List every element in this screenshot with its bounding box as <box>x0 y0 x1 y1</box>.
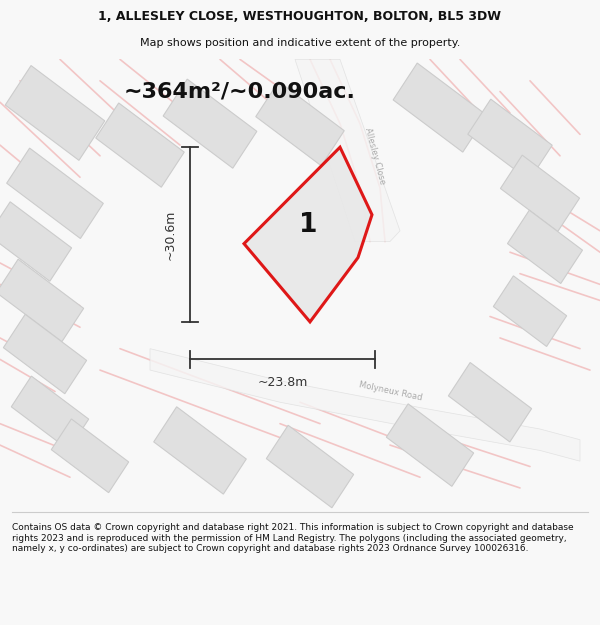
Polygon shape <box>163 79 257 168</box>
Polygon shape <box>0 202 71 281</box>
Polygon shape <box>386 404 473 486</box>
Text: 1: 1 <box>299 213 317 239</box>
Polygon shape <box>393 63 487 152</box>
Polygon shape <box>295 59 400 241</box>
Polygon shape <box>4 314 86 394</box>
Text: Map shows position and indicative extent of the property.: Map shows position and indicative extent… <box>140 38 460 48</box>
Text: Contains OS data © Crown copyright and database right 2021. This information is : Contains OS data © Crown copyright and d… <box>12 523 574 553</box>
Polygon shape <box>448 362 532 442</box>
Text: ~364m²/~0.090ac.: ~364m²/~0.090ac. <box>124 81 356 101</box>
Text: ~23.8m: ~23.8m <box>257 376 308 389</box>
Polygon shape <box>508 210 583 284</box>
Polygon shape <box>11 376 89 450</box>
Text: Allesley Close: Allesley Close <box>363 126 387 185</box>
Text: 1, ALLESLEY CLOSE, WESTHOUGHTON, BOLTON, BL5 3DW: 1, ALLESLEY CLOSE, WESTHOUGHTON, BOLTON,… <box>98 10 502 23</box>
Polygon shape <box>493 276 566 346</box>
Polygon shape <box>7 148 103 239</box>
Polygon shape <box>256 81 344 166</box>
Polygon shape <box>0 259 83 342</box>
Text: ~30.6m: ~30.6m <box>163 209 176 260</box>
Polygon shape <box>96 103 184 188</box>
Text: Molyneux Road: Molyneux Road <box>358 381 422 402</box>
Polygon shape <box>468 99 552 181</box>
Polygon shape <box>154 407 246 494</box>
Polygon shape <box>5 66 105 161</box>
Polygon shape <box>500 155 580 231</box>
Polygon shape <box>266 425 353 508</box>
Polygon shape <box>51 419 129 492</box>
Polygon shape <box>244 148 372 322</box>
Polygon shape <box>150 349 580 461</box>
